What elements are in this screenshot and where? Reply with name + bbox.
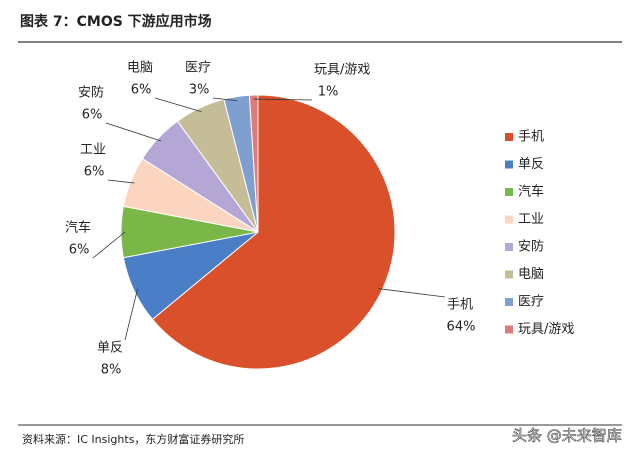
slice-label: 电脑	[127, 61, 153, 76]
leader-line	[92, 231, 126, 259]
slice-label: 玩具/游戏	[314, 63, 370, 78]
chart-title: 图表 7：CMOS 下游应用市场	[20, 13, 212, 30]
leader-line	[124, 288, 139, 341]
legend-swatch	[505, 270, 513, 279]
data-label: 3%	[189, 83, 210, 98]
leader-line	[212, 97, 238, 102]
slice-label: 医疗	[185, 61, 211, 76]
legend-swatch	[505, 133, 513, 141]
watermark: 头条 @未来智库	[512, 427, 622, 445]
legend-label: 医疗	[518, 295, 544, 310]
legend-label: 电脑	[518, 267, 544, 282]
leader-line	[154, 97, 202, 113]
legend-label: 安防	[518, 239, 544, 255]
legend-swatch	[505, 160, 513, 169]
legend-swatch	[505, 325, 513, 334]
data-label: 6%	[69, 243, 90, 258]
leader-line	[253, 98, 313, 101]
leader-line	[378, 288, 446, 298]
legend-label: 玩具/游戏	[518, 322, 574, 337]
legend-label: 工业	[518, 212, 544, 227]
data-label: 6%	[131, 83, 152, 98]
data-label: 8%	[101, 363, 122, 378]
legend-label: 汽车	[518, 184, 544, 200]
legend-swatch	[505, 243, 513, 251]
legend-swatch	[505, 188, 513, 196]
data-label: 1%	[318, 85, 339, 100]
slice-label: 安防	[78, 85, 104, 101]
legend-swatch	[505, 298, 513, 306]
data-label: 64%	[447, 320, 476, 335]
source: 资料来源：IC Insights，东方财富证券研究所	[22, 432, 244, 446]
leader-line	[107, 179, 135, 184]
leader-line	[105, 122, 162, 142]
slice-label: 单反	[97, 341, 123, 356]
data-label: 6%	[82, 108, 103, 123]
slice-label: 工业	[80, 143, 106, 158]
pie-slice	[248, 94, 259, 233]
data-label: 6%	[84, 165, 105, 180]
slice-label: 手机	[447, 298, 473, 313]
slice-label: 汽车	[65, 220, 91, 236]
legend-swatch	[505, 215, 513, 224]
legend-label: 单反	[518, 157, 544, 172]
pie-slice	[151, 94, 396, 370]
legend-label: 手机	[518, 130, 544, 145]
